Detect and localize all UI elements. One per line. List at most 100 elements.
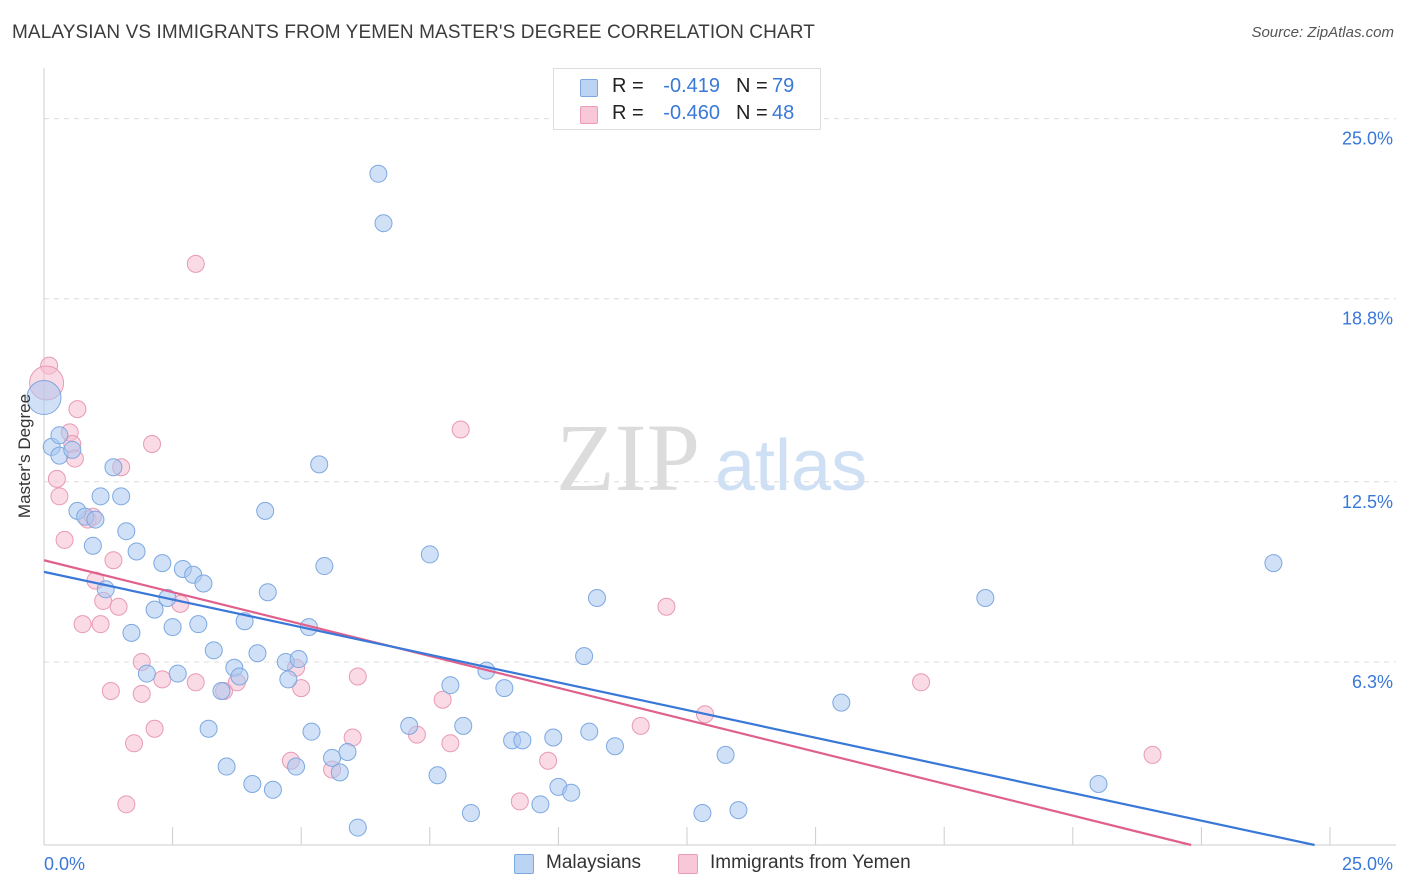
malaysian-point bbox=[330, 763, 349, 782]
malaysian-point bbox=[217, 757, 236, 776]
legend-n-label: N = bbox=[736, 75, 768, 97]
yemen-point bbox=[73, 615, 92, 634]
watermark-zip: ZIP bbox=[556, 404, 700, 511]
malaysian-point bbox=[127, 542, 146, 561]
watermark-atlas: atlas bbox=[715, 426, 867, 506]
malaysian-point bbox=[112, 487, 131, 506]
legend-n-value: 48 bbox=[772, 102, 795, 124]
malaysian-point bbox=[248, 644, 267, 663]
malaysian-point bbox=[204, 641, 223, 660]
malaysian-point bbox=[1264, 554, 1283, 573]
malaysian-point bbox=[976, 589, 995, 608]
yemen-point bbox=[1143, 745, 1162, 764]
malaysian-point bbox=[163, 618, 182, 637]
yemen-point bbox=[104, 551, 123, 570]
malaysian-point bbox=[137, 664, 156, 683]
malaysian-point bbox=[693, 804, 712, 823]
yemen-point bbox=[186, 673, 205, 692]
y-tick-label: 18.8% bbox=[1342, 309, 1393, 329]
yemen-point bbox=[451, 420, 470, 439]
malaysian-point bbox=[441, 676, 460, 695]
malaysian-point bbox=[369, 164, 388, 183]
malaysian-point bbox=[729, 801, 748, 820]
malaysian-point bbox=[91, 487, 110, 506]
legend-r-value: -0.419 bbox=[663, 75, 720, 97]
grid-lines bbox=[44, 118, 1396, 663]
malaysian-point bbox=[531, 795, 550, 814]
malaysian-point bbox=[153, 554, 172, 573]
malaysian-point bbox=[716, 745, 735, 764]
yemen-point bbox=[109, 597, 128, 616]
malaysian-point bbox=[575, 647, 594, 666]
malaysian-point bbox=[323, 748, 342, 767]
malaysian-point bbox=[287, 757, 306, 776]
yemen-point bbox=[539, 751, 558, 770]
malaysian-point bbox=[50, 426, 69, 445]
x-tick-label-min: 0.0% bbox=[44, 854, 85, 874]
malaysian-point bbox=[243, 774, 262, 793]
malaysian-point bbox=[495, 679, 514, 698]
legend-n-label: N = bbox=[736, 102, 768, 124]
yemen-point bbox=[125, 734, 144, 753]
trend-line-malaysians bbox=[43, 570, 1315, 847]
yemen-point bbox=[657, 597, 676, 616]
malaysian-point bbox=[289, 650, 308, 669]
malaysian-point bbox=[258, 583, 277, 602]
yemen-point bbox=[50, 487, 69, 506]
bottom-legend-swatch-pink bbox=[678, 854, 698, 874]
malaysian-point bbox=[104, 458, 123, 477]
malaysian-point bbox=[230, 667, 249, 686]
malaysian-point bbox=[461, 804, 480, 823]
malaysian-point bbox=[832, 693, 851, 712]
malaysian-point bbox=[1089, 774, 1108, 793]
malaysian-point bbox=[117, 522, 136, 541]
yemen-point bbox=[510, 792, 529, 811]
watermark: ZIP atlas bbox=[556, 404, 867, 511]
malaysian-point bbox=[83, 536, 102, 555]
malaysian-point bbox=[580, 722, 599, 741]
malaysian-point bbox=[562, 783, 581, 802]
x-axis-ticks bbox=[172, 827, 1331, 845]
malaysian-point bbox=[63, 440, 82, 459]
chart-title: MALAYSIAN VS IMMIGRANTS FROM YEMEN MASTE… bbox=[12, 22, 815, 43]
bottom-legend-swatch-blue bbox=[514, 854, 534, 874]
yemen-point bbox=[132, 684, 151, 703]
malaysian-point bbox=[122, 623, 141, 642]
yemen-point bbox=[292, 679, 311, 698]
legend-r-value: -0.460 bbox=[663, 102, 720, 124]
malaysian-point bbox=[145, 600, 164, 619]
malaysian-point bbox=[338, 743, 357, 762]
y-axis-label: Master's Degree bbox=[15, 394, 34, 518]
malaysian-point bbox=[454, 716, 473, 735]
y-tick-label: 25.0% bbox=[1342, 129, 1393, 149]
malaysian-point bbox=[605, 737, 624, 756]
legend-swatch-blue bbox=[580, 79, 598, 97]
bottom-legend-label: Immigrants from Yemen bbox=[710, 852, 911, 873]
series-malaysians-points bbox=[26, 164, 1283, 837]
yemen-point bbox=[101, 682, 120, 700]
malaysian-point bbox=[310, 455, 329, 474]
y-tick-label: 12.5% bbox=[1342, 492, 1393, 512]
yemen-point bbox=[153, 670, 172, 689]
correlation-legend: R = -0.419 N = 79 R = -0.460 N = 48 bbox=[553, 68, 821, 130]
malaysian-point bbox=[302, 722, 321, 741]
yemen-point bbox=[631, 716, 650, 735]
yemen-point bbox=[47, 469, 66, 488]
axes bbox=[43, 68, 1396, 846]
malaysian-point bbox=[263, 780, 282, 799]
legend-r-label: R = bbox=[612, 102, 644, 124]
yemen-point bbox=[348, 667, 367, 686]
yemen-point bbox=[91, 615, 110, 634]
malaysian-point bbox=[420, 545, 439, 564]
malaysian-point bbox=[189, 615, 208, 634]
legend-swatch-pink bbox=[580, 106, 598, 124]
malaysian-point bbox=[315, 557, 334, 576]
malaysian-point bbox=[279, 670, 298, 689]
trend-lines bbox=[43, 559, 1315, 847]
malaysian-point bbox=[348, 818, 367, 837]
x-tick-label-max: 25.0% bbox=[1342, 854, 1393, 874]
yemen-point bbox=[433, 690, 452, 709]
y-tick-label: 6.3% bbox=[1352, 672, 1393, 692]
malaysian-point bbox=[400, 716, 419, 735]
